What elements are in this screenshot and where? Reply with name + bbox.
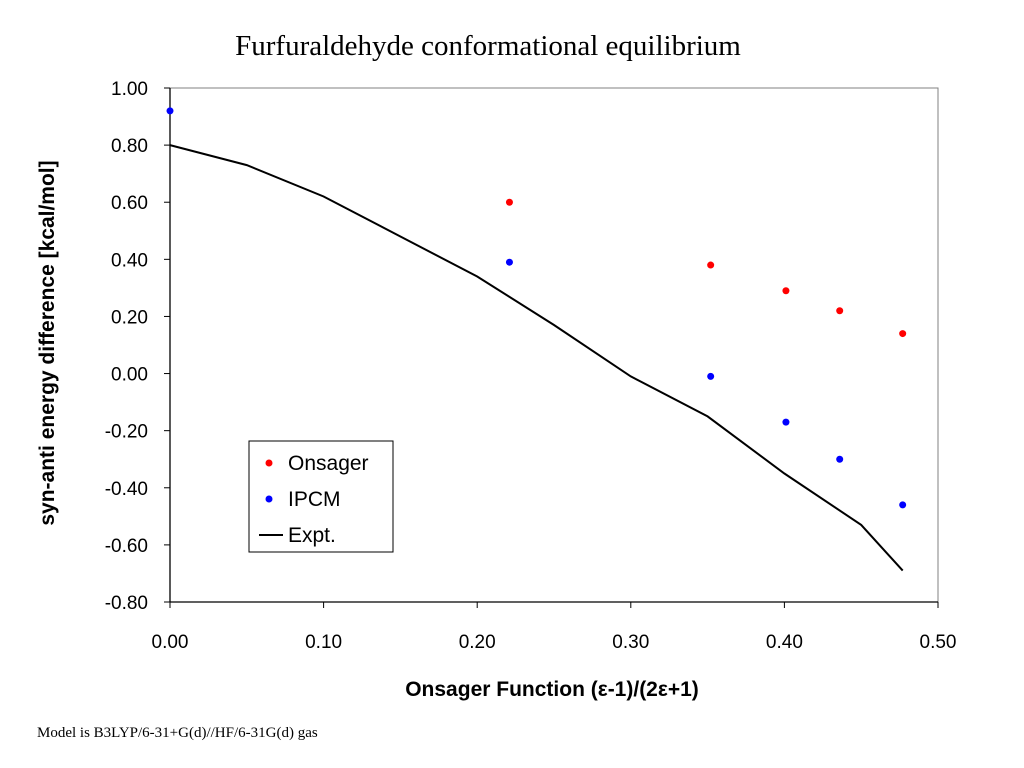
legend-label: Expt. — [288, 524, 336, 547]
chart-title: Furfuraldehyde conformational equilibriu… — [235, 30, 741, 62]
y-tick-label: -0.60 — [105, 536, 148, 557]
axes: 0.00 0.10 0.20 0.30 0.40 0.50 1.00 0.80 0.60 0.40… — [105, 79, 957, 653]
data-point-ipcm — [505, 258, 513, 266]
y-tick-label: 0.80 — [111, 136, 148, 157]
data-point-ipcm — [782, 418, 790, 426]
data-point-onsager — [899, 330, 907, 338]
legend-label: IPCM — [288, 488, 341, 511]
data-point-ipcm — [899, 501, 907, 509]
y-tick-label: -0.40 — [105, 479, 148, 500]
y-tick-label: 0.40 — [111, 250, 148, 271]
model-footnote: Model is B3LYP/6-31+G(d)//HF/6-31G(d) ga… — [37, 725, 318, 741]
x-tick-label: 0.20 — [459, 632, 496, 653]
y-tick-label: -0.80 — [105, 593, 148, 614]
legend-label: Onsager — [288, 452, 369, 475]
y-tick-label: -0.20 — [105, 422, 148, 443]
data-point-onsager — [505, 198, 513, 206]
legend-box — [248, 440, 394, 553]
legend: Onsager IPCM Expt. — [248, 440, 394, 553]
x-tick-label: 0.40 — [766, 632, 803, 653]
data-point-onsager — [836, 307, 844, 315]
data-point-onsager — [707, 261, 715, 269]
series-line-expt — [169, 144, 904, 572]
data-point-ipcm — [707, 372, 715, 380]
x-axis-label: Onsager Function (ε-1)/(2ε+1) — [405, 678, 699, 701]
legend-swatch — [265, 459, 273, 467]
y-tick-label: 0.60 — [111, 193, 148, 214]
y-axis-label: syn-anti energy difference [kcal/mol] — [36, 160, 59, 525]
y-tick-label: 0.20 — [111, 307, 148, 328]
series-layer — [166, 107, 907, 572]
data-point-onsager — [782, 287, 790, 295]
data-point-ipcm — [166, 107, 174, 115]
y-tick-label: 0.00 — [111, 365, 148, 386]
x-tick-label: 0.30 — [612, 632, 649, 653]
data-point-ipcm — [836, 455, 844, 463]
x-tick-label: 0.50 — [920, 632, 957, 653]
y-tick-label: 1.00 — [111, 79, 148, 100]
legend-swatch — [265, 495, 273, 503]
x-tick-label: 0.10 — [305, 632, 342, 653]
x-tick-label: 0.00 — [152, 632, 189, 653]
